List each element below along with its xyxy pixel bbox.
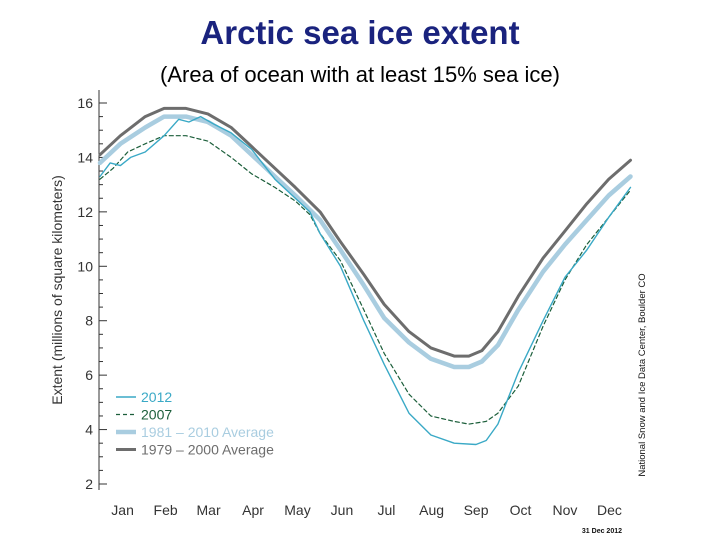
series-line-0 xyxy=(99,115,632,446)
y-axis-label: Extent (millions of square kilometers) xyxy=(49,175,65,405)
y-tick-label: 16 xyxy=(77,95,93,111)
x-tick-label-jul: Jul xyxy=(377,502,395,518)
x-tick-label-jun: Jun xyxy=(331,502,354,518)
y-tick-label: 12 xyxy=(77,204,93,220)
y-tick-label: 14 xyxy=(77,149,93,165)
series-line-1 xyxy=(99,135,632,425)
y-tick-label: 6 xyxy=(85,367,93,383)
credit-text: National Snow and Ice Data Center, Bould… xyxy=(637,273,648,476)
x-tick-label-jan: Jan xyxy=(111,502,134,518)
legend-label-1: 2007 xyxy=(141,407,172,423)
x-tick-label-aug: Aug xyxy=(419,502,444,518)
y-tick-label: 2 xyxy=(85,476,93,492)
legend-label-0: 2012 xyxy=(141,389,172,405)
chart-subtitle: (Area of ocean with at least 15% sea ice… xyxy=(160,62,560,87)
x-ticks: Jan Feb Mar Apr May Jun Jul Aug Sep Oct Nov Dec xyxy=(111,502,622,518)
x-tick-label-dec: Dec xyxy=(597,502,622,518)
x-tick-label-mar: Mar xyxy=(197,502,221,518)
legend-label-2: 1981 – 2010 Average xyxy=(141,424,274,440)
x-tick-label-may: May xyxy=(284,502,310,518)
chart-title: Arctic sea ice extent xyxy=(200,14,520,51)
y-tick-label: 8 xyxy=(85,313,93,329)
date-stamp: 31 Dec 2012 xyxy=(582,528,622,535)
x-tick-label-oct: Oct xyxy=(510,502,532,518)
legend-label-3: 1979 – 2000 Average xyxy=(141,442,274,458)
x-tick-label-sep: Sep xyxy=(464,502,489,518)
series-lines xyxy=(97,106,633,446)
series-line-2 xyxy=(97,114,633,370)
y-tick-label: 10 xyxy=(77,258,93,274)
series-line-3 xyxy=(98,106,632,358)
y-tick-label: 4 xyxy=(85,422,93,438)
x-tick-label-apr: Apr xyxy=(242,502,264,518)
x-tick-label-nov: Nov xyxy=(553,502,578,518)
x-tick-label-feb: Feb xyxy=(154,502,178,518)
y-ticks: 16 14 12 10 8 6 4 2 xyxy=(77,95,107,492)
